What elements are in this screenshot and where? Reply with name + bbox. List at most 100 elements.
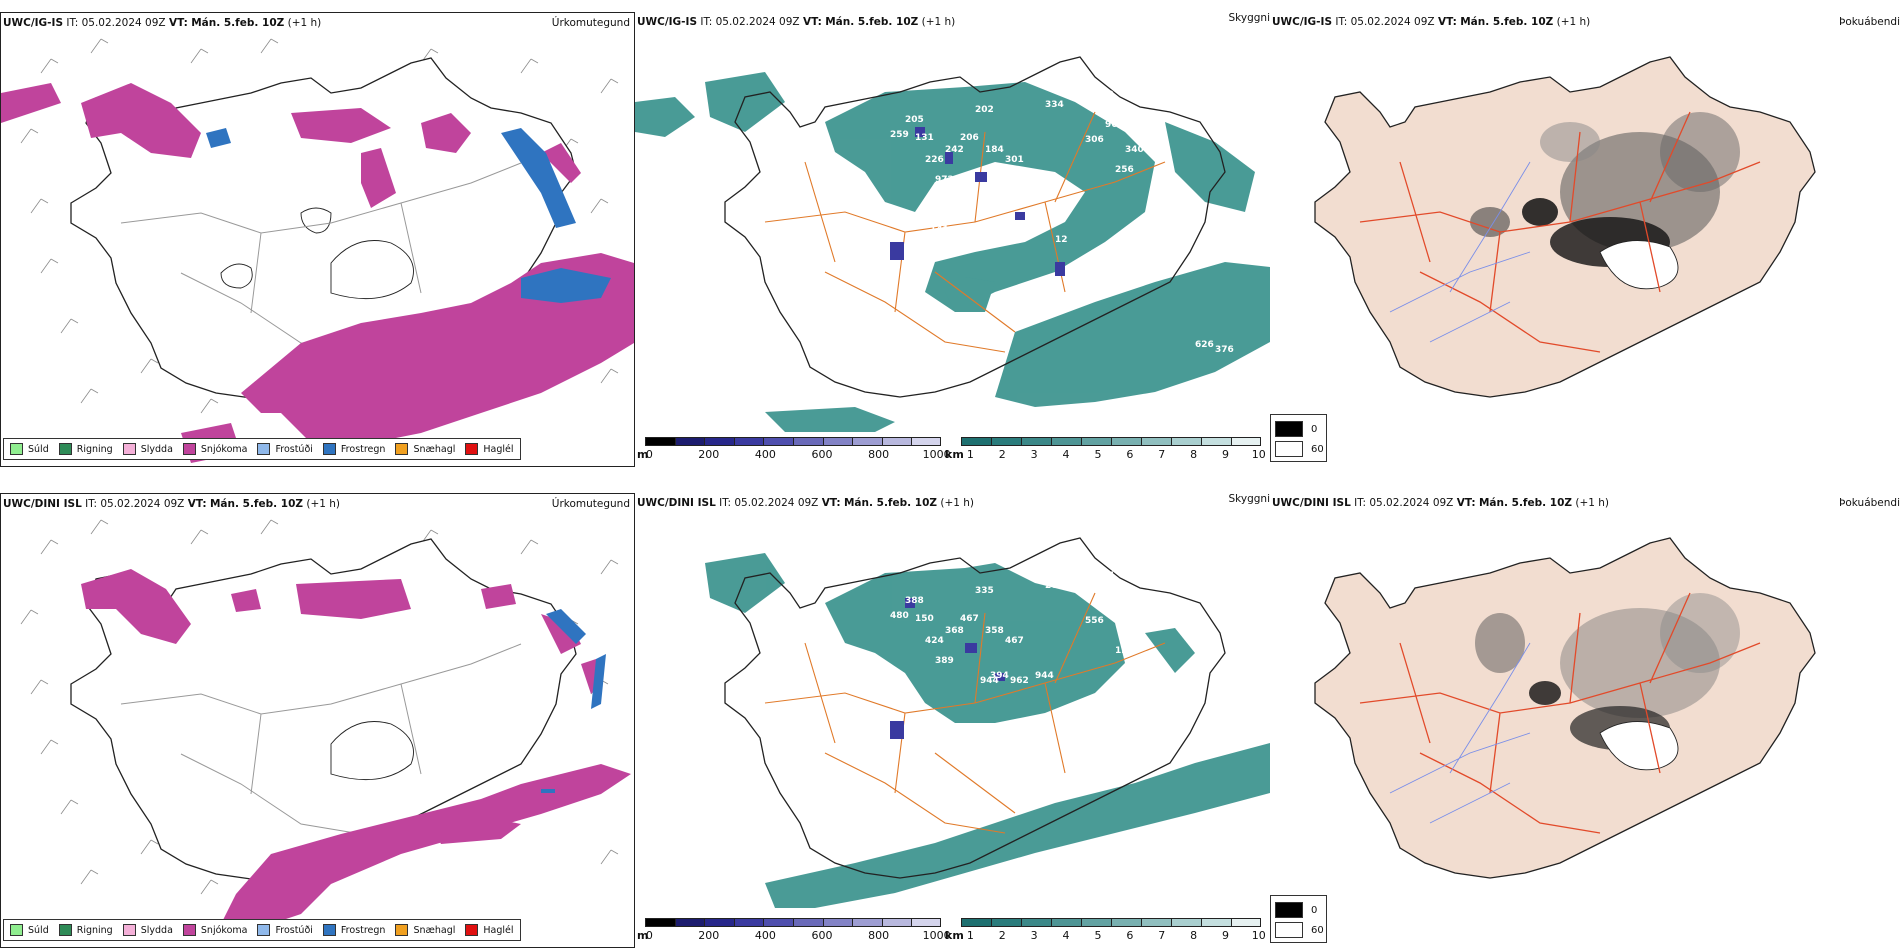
colorbar-segment (1051, 437, 1081, 446)
legend-swatch (122, 443, 136, 455)
fog-map-ig (1314, 56, 1816, 398)
colorbar-tick: 800 (868, 929, 890, 942)
legend-swatch (10, 443, 23, 455)
legend-swatch (58, 924, 72, 936)
colorbar-segment (1171, 437, 1201, 446)
colorbar-tick: 400 (754, 929, 776, 942)
visibility-value: 141 (930, 225, 949, 235)
legend-label: Snæhagl (413, 443, 456, 455)
snow-areas (81, 569, 631, 934)
colorbar-segment (1081, 918, 1111, 927)
colorbar-tick: 600 (811, 929, 833, 942)
colorbar-segment (911, 918, 941, 927)
legend-item: Haglél (465, 924, 514, 936)
colorbar-segment (1021, 437, 1051, 446)
visibility-value: 408 (1105, 601, 1124, 611)
fog-map-dini (1314, 537, 1816, 879)
colorbar-segment (1171, 918, 1201, 927)
precip-title-ig: UWC/IG-IS IT: 05.02.2024 09Z VT: Mán. 5.… (3, 17, 322, 29)
colorbar-segment (1141, 918, 1171, 927)
visibility-value: 150 (915, 614, 934, 624)
visibility-value: 368 (945, 626, 964, 636)
fog-title-dini: UWC/DINI ISL IT: 05.02.2024 09Z VT: Mán.… (1272, 497, 1610, 509)
visibility-value: 131 (915, 133, 934, 143)
precip-panel-name: Úrkomutegund (551, 17, 630, 29)
colorbar-tick: 3 (1030, 448, 1038, 461)
colorbar-segment (1231, 918, 1261, 927)
colorbar-tick: 6 (1126, 448, 1134, 461)
colorbar-segment (852, 437, 882, 446)
visibility-value: 424 (925, 636, 944, 646)
legend-label: Haglél (483, 443, 514, 455)
fog-panel-dini: UWC/DINI ISL IT: 05.02.2024 09Z VT: Mán.… (1270, 493, 1900, 948)
colorbar-unit: m (637, 448, 649, 461)
legend-swatch (10, 924, 23, 936)
precip-legend-dini: Súld Rigning Slydda Snjókoma Frostúði Frostre… (3, 919, 521, 941)
legend-label: Snjókoma (200, 443, 248, 455)
colorbar-tick: 0 (645, 448, 653, 461)
colorbar-segment (792, 437, 823, 446)
visibility-value: 202 (975, 105, 994, 115)
colorbar-unit: km (945, 448, 964, 461)
colorbar-segment (911, 437, 941, 446)
colorbar-segment (1141, 437, 1171, 446)
legend-label: Rigning (76, 443, 113, 455)
colorbar-tick: 200 (698, 929, 720, 942)
legend-label: Frostúði (275, 924, 313, 936)
fog-dark-areas (1470, 112, 1740, 267)
colorbar-tick: 9 (1222, 929, 1230, 942)
legend-swatch (395, 924, 409, 936)
legend-swatch (465, 443, 479, 455)
legend-item: Snjókoma (182, 924, 247, 936)
visibility-value: 334 (1045, 100, 1064, 110)
colorbar-tick: 600 (811, 448, 833, 461)
precip-title-dini: UWC/DINI ISL IT: 05.02.2024 09Z VT: Mán.… (3, 498, 341, 510)
colorbar-segment (1201, 437, 1231, 446)
colorbar-tick: 200 (698, 448, 720, 461)
colorbar-segment (1111, 918, 1141, 927)
colorbar-segment (881, 918, 912, 927)
legend-label: Slydda (140, 443, 173, 455)
visibility-value: 121 (1115, 646, 1134, 656)
colorbar-segment (763, 437, 793, 446)
visibility-value: 972 (935, 175, 954, 185)
colorbar-segment (822, 918, 853, 927)
colorbar-segment (763, 918, 793, 927)
legend-item: Slydda (122, 924, 173, 936)
colorbar-segment (852, 918, 882, 927)
visibility-value: 242 (945, 145, 964, 155)
legend-item: Súld (10, 924, 49, 936)
colorbar-tick: 4 (1062, 929, 1070, 942)
colorbar-tick: 1 (966, 929, 974, 942)
visibility-title-ig: UWC/IG-IS IT: 05.02.2024 09Z VT: Mán. 5.… (637, 16, 956, 28)
colorbar-segment (674, 918, 705, 927)
colorbar-segment (991, 437, 1021, 446)
colorbar-tick: 5 (1094, 448, 1102, 461)
visibility-value: 960 (1105, 120, 1124, 130)
fog-legend-ig: 0 60 (1270, 414, 1327, 462)
legend-label: Frostregn (340, 924, 386, 936)
colorbar-segment (645, 918, 675, 927)
visibility-value: 184 (985, 145, 1004, 155)
legend-item: Slydda (122, 443, 173, 455)
colorbar-segment (674, 437, 705, 446)
colorbar-tick: 3 (1030, 929, 1038, 942)
colorbar-tick: 10 (1251, 929, 1266, 942)
visibility-value: 335 (975, 586, 994, 596)
colorbar-tick: 9 (1222, 448, 1230, 461)
colorbar-m-dini (645, 918, 941, 927)
visibility-value: 387 (1035, 190, 1054, 200)
legend-swatch (395, 443, 409, 455)
visibility-value: 467 (960, 614, 979, 624)
visibility-value: 449 (1075, 265, 1094, 275)
legend-item: Snæhagl (395, 443, 455, 455)
legend-swatch (257, 924, 271, 936)
colorbar-segment (961, 918, 991, 927)
legend-item: Súld (10, 443, 49, 455)
visibility-value: 306 (1085, 135, 1104, 145)
colorbar-tick: 1000 (922, 929, 951, 942)
fog-legend-dini: 0 60 (1270, 895, 1327, 943)
